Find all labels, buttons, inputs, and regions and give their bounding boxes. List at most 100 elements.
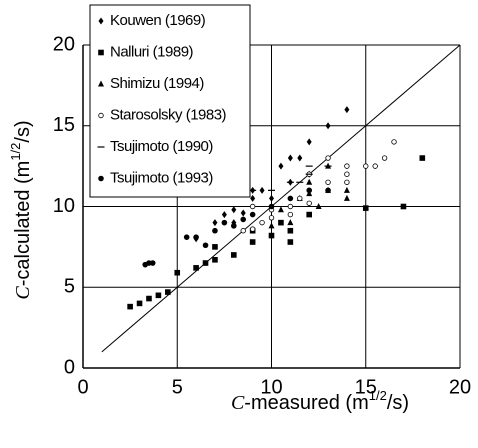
point [193, 265, 199, 271]
point [287, 203, 294, 210]
point [149, 260, 156, 266]
point [325, 187, 331, 194]
point [343, 186, 350, 193]
point [249, 211, 256, 218]
x-tick-label: 10 [260, 376, 282, 398]
y-tick-label: 20 [53, 33, 75, 55]
y-axis-label: C-calculated (m1/2/s) [8, 120, 34, 299]
x-tick-label: 5 [172, 376, 183, 398]
point [136, 300, 143, 307]
point [231, 252, 237, 258]
point [249, 226, 256, 232]
point [391, 139, 397, 145]
y-tick-label: 10 [53, 195, 75, 217]
legend-label: Shimizu (1994) [110, 75, 204, 92]
point [174, 269, 181, 276]
y-tick-label: 5 [64, 276, 75, 298]
x-axis-label-part: -measured (m [244, 392, 368, 414]
legend-label: Tsujimoto (1993) [110, 169, 213, 186]
point [363, 163, 369, 169]
point [240, 209, 246, 217]
point [344, 163, 350, 169]
x-tick-label: 0 [77, 376, 88, 398]
point [400, 203, 407, 210]
point [372, 163, 378, 169]
point [155, 292, 162, 299]
point [250, 194, 256, 202]
point [277, 206, 284, 213]
point [259, 219, 265, 226]
point [221, 219, 228, 226]
point [325, 122, 331, 130]
point [268, 222, 275, 229]
point [221, 211, 227, 219]
point [165, 289, 171, 295]
legend-label: Kouwen (1969) [110, 12, 206, 29]
legend-label: Nalluri (1989) [110, 43, 194, 60]
point [306, 187, 313, 194]
point [315, 203, 322, 209]
point [212, 256, 218, 263]
point [287, 219, 294, 226]
point [287, 211, 294, 218]
point [268, 215, 275, 221]
point [306, 138, 312, 146]
legend-marker [98, 112, 104, 119]
point [268, 232, 275, 239]
point [297, 195, 303, 202]
point [306, 211, 312, 218]
point [249, 239, 256, 245]
point [419, 155, 426, 161]
legend-label: Starosolsky (1983) [110, 106, 227, 123]
point [183, 234, 190, 240]
point [240, 228, 246, 234]
point [259, 186, 265, 194]
y-tick-label: 0 [64, 356, 75, 378]
y-axis-label-part: -calculated (m [12, 161, 34, 287]
legend-box [89, 4, 251, 198]
point [362, 205, 369, 211]
point [240, 216, 247, 223]
point [306, 178, 313, 185]
point [381, 155, 388, 161]
point [127, 303, 133, 310]
legend-marker [98, 17, 104, 25]
point [146, 295, 152, 302]
point [325, 155, 331, 161]
point [212, 227, 218, 234]
point [249, 203, 256, 210]
x-axis-label-part: C [231, 392, 245, 414]
point [343, 194, 350, 201]
point [268, 203, 275, 210]
point [278, 219, 284, 226]
x-axis-label-part: /s) [387, 392, 409, 414]
x-tick-label: 15 [355, 376, 377, 398]
reference-line [101, 44, 461, 353]
legend-marker [98, 49, 104, 56]
point [344, 106, 350, 114]
legend-marker [98, 80, 104, 87]
point [297, 154, 303, 162]
point [212, 219, 218, 227]
point [212, 244, 218, 250]
point [269, 194, 274, 202]
x-axis-label: C-measured (m1/2/s) [231, 388, 409, 414]
x-axis-label-part: 1/2 [369, 388, 387, 403]
point [278, 162, 284, 170]
point [202, 260, 209, 266]
legend-marker [98, 175, 104, 182]
point [231, 223, 237, 229]
point [344, 171, 350, 177]
point [287, 195, 294, 202]
y-axis-label-part: C [12, 286, 34, 300]
legend-label: Tsujimoto (1990) [110, 138, 213, 155]
point [344, 179, 350, 185]
y-axis-label-part: 1/2 [8, 143, 23, 161]
point [306, 200, 312, 206]
point [193, 234, 199, 240]
point [202, 242, 209, 249]
x-tick-label: 20 [449, 376, 471, 398]
point [287, 239, 294, 245]
point [325, 179, 331, 185]
point [231, 206, 237, 214]
